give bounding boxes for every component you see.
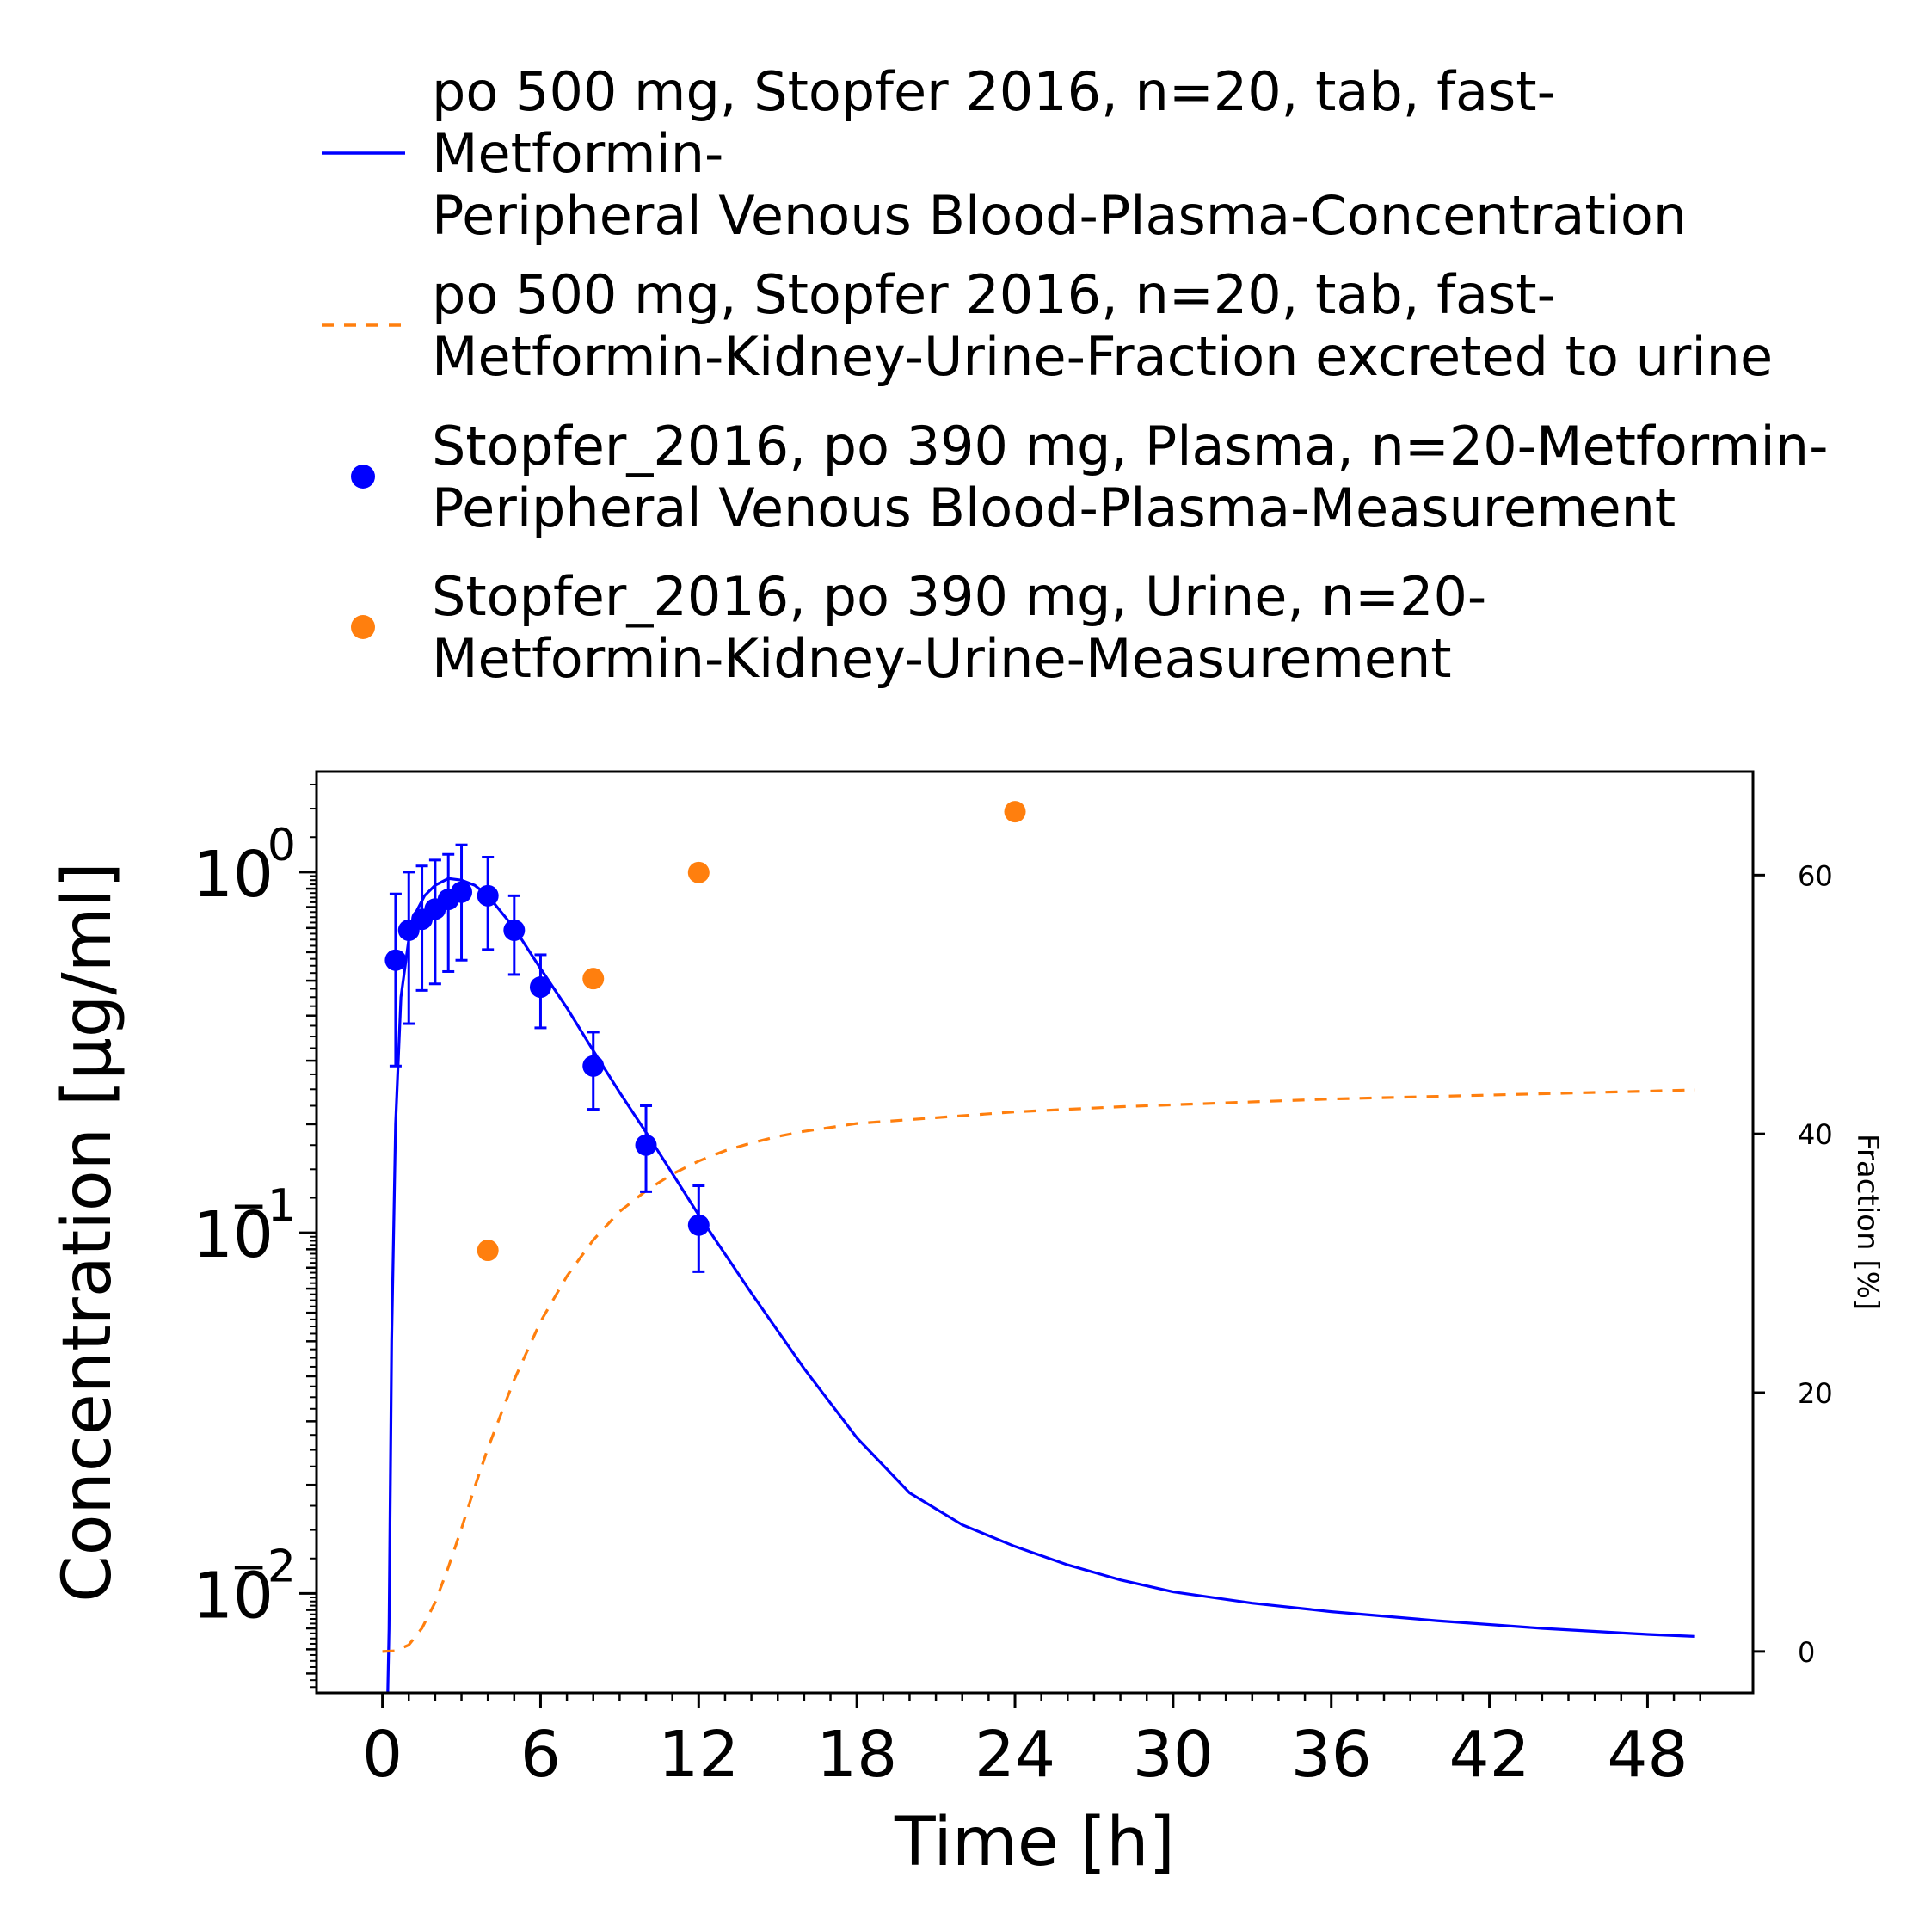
plasma-measurement-point: [384, 949, 407, 971]
plot-area: [382, 843, 1695, 1693]
legend-entry-2: po 500 mg, Stopfer 2016, n=20, tab, fast…: [322, 263, 1773, 388]
plasma-measurement-point: [503, 919, 526, 941]
legend-label-line: Stopfer_2016, po 390 mg, Urine, n=20-: [432, 565, 1486, 628]
urine-measurement-point: [687, 861, 710, 883]
y-tick-label-exponent: −1: [230, 1180, 296, 1232]
x-tick-label: 24: [975, 1718, 1055, 1792]
legend-label-line: Metformin-: [432, 122, 723, 185]
plasma-concentration-line: [386, 877, 1695, 1693]
legend-entry-4: Stopfer_2016, po 390 mg, Urine, n=20-Met…: [351, 565, 1486, 690]
x-tick-label: 18: [816, 1718, 897, 1792]
x-axis-label: Time [h]: [894, 1804, 1175, 1881]
legend-label-line: Peripheral Venous Blood-Plasma-Concentra…: [432, 184, 1687, 247]
x-tick-label: 12: [658, 1718, 739, 1792]
y-tick-label: 100: [193, 820, 296, 912]
x-tick-label: 48: [1607, 1718, 1688, 1792]
urine-measurement-point: [477, 1240, 499, 1262]
urine-fraction-dashed-line: [382, 1088, 1695, 1653]
urine-measurement-point: [1004, 801, 1026, 823]
legend-entry-3: Stopfer_2016, po 390 mg, Plasma, n=20-Me…: [351, 415, 1828, 539]
legend-label-line: po 500 mg, Stopfer 2016, n=20, tab, fast…: [432, 263, 1556, 326]
x-tick-label: 6: [520, 1718, 561, 1792]
y2-tick-label: 20: [1798, 1377, 1833, 1410]
legend-entry-1: po 500 mg, Stopfer 2016, n=20, tab, fast…: [322, 60, 1687, 247]
plasma-measurement-point: [477, 884, 499, 907]
urine-measurement-point: [582, 968, 605, 990]
plasma-measurement-point: [451, 881, 473, 903]
plasma-measurement-point: [529, 976, 551, 999]
plasma-measurement-point: [687, 1214, 710, 1236]
legend-label-line: Metformin-Kidney-Urine-Measurement: [432, 627, 1452, 690]
legend: po 500 mg, Stopfer 2016, n=20, tab, fast…: [322, 60, 1828, 690]
legend-label-line: po 500 mg, Stopfer 2016, n=20, tab, fast…: [432, 60, 1556, 123]
y-tick-label: 10−2: [193, 1541, 296, 1633]
legend-label-line: Metformin-Kidney-Urine-Fraction excreted…: [432, 325, 1773, 388]
legend-label-line: Stopfer_2016, po 390 mg, Plasma, n=20-Me…: [432, 415, 1828, 477]
y-tick-label: 10−1: [193, 1180, 296, 1272]
plasma-measurement-point: [635, 1134, 657, 1156]
y-tick-label-base: 10: [193, 1198, 274, 1272]
legend-label-line: Peripheral Venous Blood-Plasma-Measureme…: [432, 477, 1676, 539]
plasma-measurement-point: [582, 1055, 605, 1077]
y-tick-label-exponent: −2: [230, 1541, 296, 1592]
y-axis-label: Concentration [µg/ml]: [49, 862, 126, 1603]
x-tick-label: 36: [1291, 1718, 1372, 1792]
legend-swatch-marker: [351, 465, 375, 489]
y2-axis-label: Fraction [%]: [1850, 1134, 1885, 1310]
x-tick-label: 0: [362, 1718, 403, 1792]
y-tick-label-exponent: 0: [268, 820, 296, 871]
y-tick-label-base: 10: [193, 1559, 274, 1633]
x-tick-label: 42: [1448, 1718, 1529, 1792]
y2-tick-label: 60: [1798, 859, 1833, 892]
y2-tick-label: 0: [1798, 1636, 1815, 1669]
x-tick-label: 30: [1133, 1718, 1214, 1792]
legend-swatch-marker: [351, 615, 375, 639]
y2-tick-label: 40: [1798, 1118, 1833, 1151]
y-tick-label-base: 10: [193, 838, 274, 912]
